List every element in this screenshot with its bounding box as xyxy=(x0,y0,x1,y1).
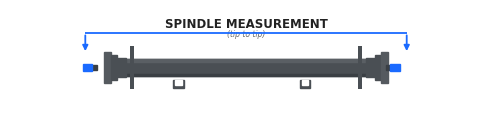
Bar xyxy=(173,80,184,88)
Bar xyxy=(381,52,388,83)
Bar xyxy=(358,46,362,89)
Bar xyxy=(386,65,390,70)
Bar xyxy=(390,64,400,71)
Bar xyxy=(300,80,311,88)
Bar xyxy=(104,52,111,83)
Bar xyxy=(175,80,182,85)
Bar xyxy=(375,55,381,80)
Bar xyxy=(117,58,126,77)
Bar xyxy=(125,74,367,76)
Bar xyxy=(366,58,375,77)
Bar xyxy=(92,65,97,70)
Bar xyxy=(83,64,92,71)
Bar xyxy=(125,59,367,62)
Text: (tip to tip): (tip to tip) xyxy=(227,30,265,39)
Text: SPINDLE MEASUREMENT: SPINDLE MEASUREMENT xyxy=(165,18,327,30)
Bar xyxy=(302,80,309,85)
Bar xyxy=(130,46,134,89)
Bar xyxy=(111,55,117,80)
Bar xyxy=(125,59,367,76)
